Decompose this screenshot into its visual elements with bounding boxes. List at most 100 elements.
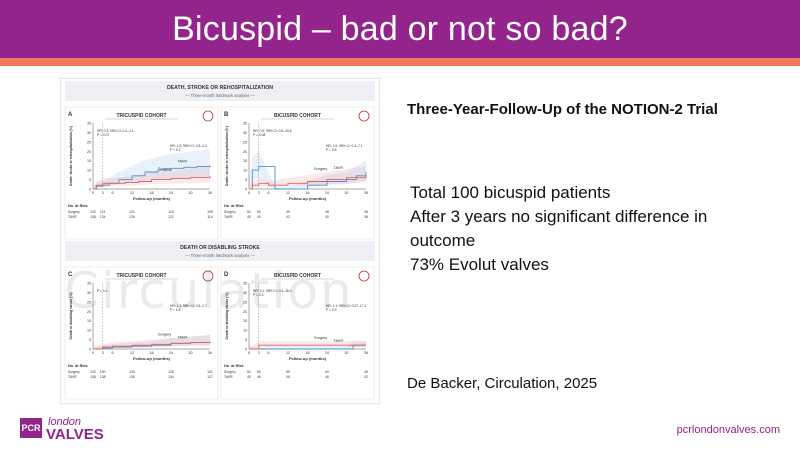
x-tick-label: 12 xyxy=(130,191,134,195)
citation: De Backer, Circulation, 2025 xyxy=(407,375,598,392)
confidence-band xyxy=(249,166,366,189)
hr-late-text: HR: 1.6; 95% CI: 0.4–7.1 xyxy=(326,144,363,148)
panel-letter: D xyxy=(224,272,229,278)
y-tick-label: 25 xyxy=(243,140,247,144)
surgery-curve xyxy=(249,175,367,190)
x-tick-label: 24 xyxy=(325,351,329,355)
p-late-text: P = 0.8 xyxy=(170,308,181,312)
x-tick-label: 0 xyxy=(248,351,250,355)
x-axis-label: Follow-up (months) xyxy=(133,196,171,201)
risk-table-heading: No. at Risk xyxy=(224,364,245,368)
x-tick-label: 30 xyxy=(345,351,349,355)
key-findings: Total 100 bicuspid patients After 3 year… xyxy=(410,181,770,277)
journal-seal xyxy=(358,110,370,122)
risk-count: 127 xyxy=(207,375,213,379)
p-early-text: P = 0.07 xyxy=(97,133,109,137)
risk-count: 36 xyxy=(364,215,368,219)
slide-title: Bicuspid – bad or not so bad? xyxy=(0,0,800,58)
tavr-label: TAVR xyxy=(178,159,188,163)
x-tick-label: 36 xyxy=(364,191,368,195)
p-late-text: P = 0.1 xyxy=(170,148,181,152)
risk-count: 114 xyxy=(207,215,213,219)
y-tick-label: 20 xyxy=(87,150,91,154)
y-tick-label: 5 xyxy=(245,178,247,182)
finding-line: 73% Evolut valves xyxy=(410,255,549,274)
km-figure: DEATH, STROKE OR REHOSPITALIZATION — Thre… xyxy=(60,78,380,404)
x-tick-label: 30 xyxy=(189,351,193,355)
journal-seal xyxy=(202,110,214,122)
p-early-text: P = 0.3 xyxy=(253,293,264,297)
y-tick-label: 20 xyxy=(243,150,247,154)
risk-count: 130 xyxy=(129,370,135,374)
y-tick-label: 10 xyxy=(87,329,91,333)
y-axis-label: Death, stroke or rehospitalization (%) xyxy=(69,126,73,186)
x-tick-label: 6 xyxy=(268,191,270,195)
y-tick-label: 15 xyxy=(87,319,91,323)
hr-late-text: HR: 1.9; 95% CI: 0.8–4.4 xyxy=(170,144,207,148)
risk-count: 46 xyxy=(325,375,329,379)
risk-count: 42 xyxy=(364,375,368,379)
y-tick-label: 5 xyxy=(89,338,91,342)
risk-row-name: Surgery xyxy=(224,210,236,214)
y-tick-label: 35 xyxy=(87,122,91,126)
y-tick-label: 0 xyxy=(89,348,91,352)
risk-count: 121 xyxy=(129,210,135,214)
x-tick-label: 3 xyxy=(258,191,260,195)
x-tick-label: 24 xyxy=(169,191,173,195)
confidence-band xyxy=(249,341,366,349)
y-tick-label: 0 xyxy=(245,188,247,192)
tavr-label: TAVR xyxy=(178,335,188,339)
risk-count: 50 xyxy=(257,370,261,374)
hr-early-text: HR: 3.1; 95% CI: 0.3–36.0 xyxy=(253,289,292,293)
x-tick-label: 30 xyxy=(189,191,193,195)
section-header-bg xyxy=(65,241,375,261)
panel-cohort-title: BICUSPID COHORT xyxy=(274,273,321,279)
hr-early-text: HR: 0.3; 95% CI: 0.1–1.1 xyxy=(97,129,134,133)
risk-count: 40 xyxy=(325,215,329,219)
x-tick-label: 6 xyxy=(268,351,270,355)
panel-cohort-title: TRICUSPID COHORT xyxy=(117,273,167,279)
panel-cohort-title: TRICUSPID COHORT xyxy=(117,113,167,119)
confidence-band xyxy=(93,149,210,189)
risk-count: 51 xyxy=(247,370,251,374)
risk-count: 125 xyxy=(168,370,174,374)
risk-count: 132 xyxy=(90,210,96,214)
y-tick-label: 25 xyxy=(87,140,91,144)
y-tick-label: 15 xyxy=(243,159,247,163)
x-tick-label: 3 xyxy=(258,351,260,355)
hr-early-text: P = 0.1 xyxy=(97,289,108,293)
risk-row-name: TAVR xyxy=(224,215,233,219)
x-tick-label: 12 xyxy=(286,351,290,355)
risk-row-name: TAVR xyxy=(224,375,233,379)
risk-count: 49 xyxy=(286,210,290,214)
x-tick-label: 30 xyxy=(345,191,349,195)
risk-count: 109 xyxy=(207,210,213,214)
section-title: DEATH OR DISABLING STROKE xyxy=(180,245,260,251)
risk-count: 132 xyxy=(90,370,96,374)
risk-count: 121 xyxy=(207,370,213,374)
y-tick-label: 35 xyxy=(87,282,91,286)
risk-count: 138 xyxy=(90,215,96,219)
risk-table-heading: No. at Risk xyxy=(224,204,245,208)
risk-count: 122 xyxy=(168,215,174,219)
y-tick-label: 30 xyxy=(87,291,91,295)
x-axis-label: Follow-up (months) xyxy=(133,356,171,361)
section-title: DEATH, STROKE OR REHOSPITALIZATION xyxy=(167,85,273,91)
surgery-label: Surgery xyxy=(158,167,171,171)
risk-count: 46 xyxy=(286,375,290,379)
y-tick-label: 25 xyxy=(243,300,247,304)
risk-row-name: TAVR xyxy=(68,375,77,379)
y-tick-label: 5 xyxy=(245,338,247,342)
x-tick-label: 6 xyxy=(112,351,114,355)
panel-cohort-title: BICUSPID COHORT xyxy=(274,113,321,119)
pcr-london-valves-logo: PCR london VALVES xyxy=(20,416,140,444)
risk-count: 130 xyxy=(100,370,106,374)
x-axis-label: Follow-up (months) xyxy=(289,196,327,201)
y-tick-label: 35 xyxy=(243,282,247,286)
section-subtitle: — Three-month landmark analysis — xyxy=(185,253,255,258)
x-tick-label: 36 xyxy=(208,191,212,195)
x-tick-label: 24 xyxy=(325,191,329,195)
tavr-curve xyxy=(249,344,366,350)
x-tick-label: 12 xyxy=(130,351,134,355)
surgery-curve xyxy=(93,341,211,350)
